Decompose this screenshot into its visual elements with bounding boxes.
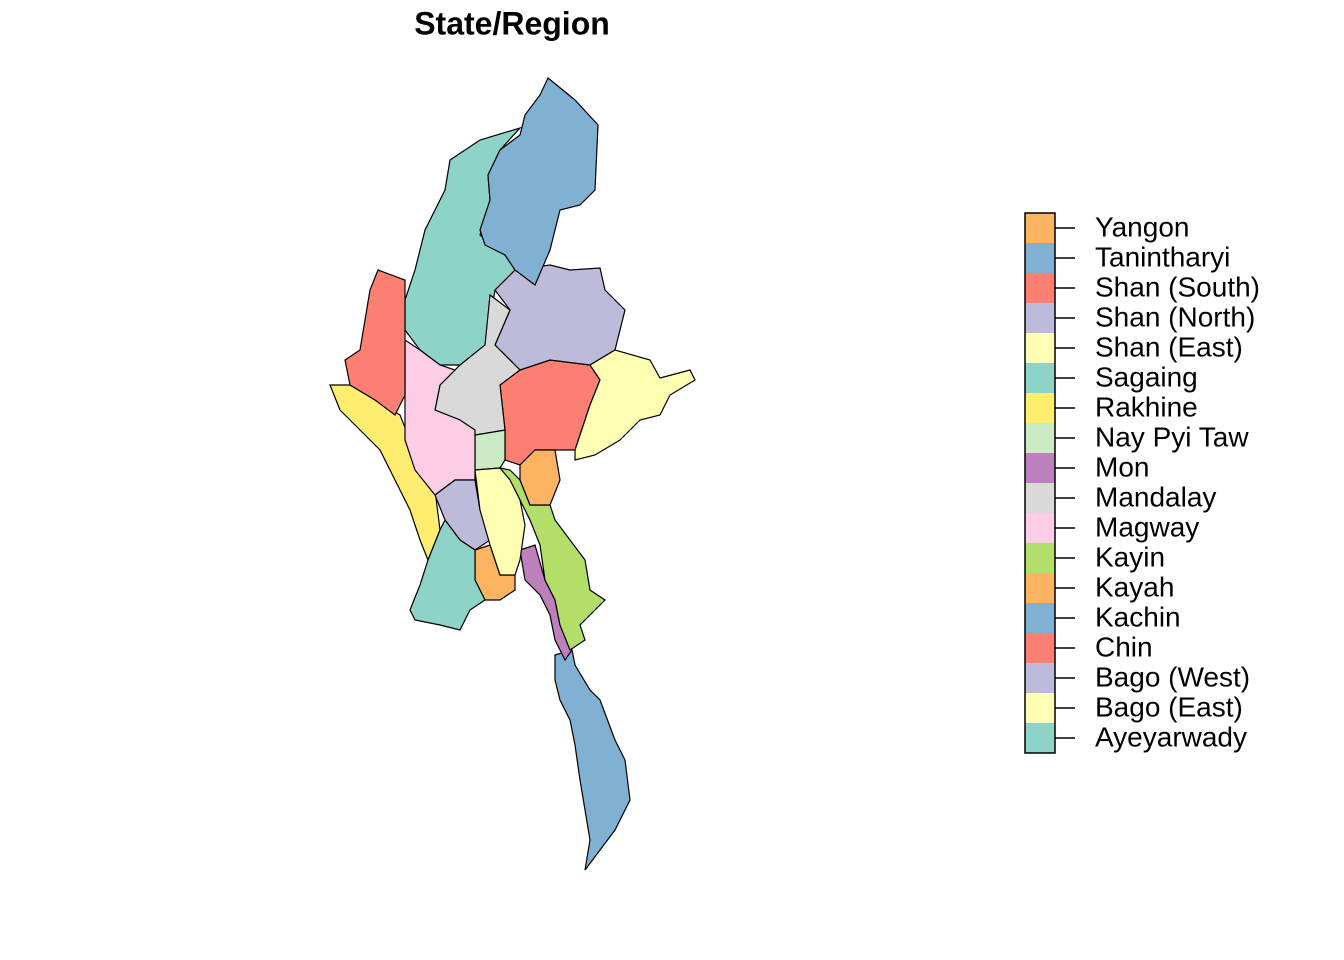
legend-label: Mandalay <box>1095 481 1216 512</box>
legend-label: Bago (East) <box>1095 691 1243 722</box>
legend-swatch <box>1025 723 1055 753</box>
legend-label: Ayeyarwady <box>1095 721 1247 752</box>
region <box>554 649 631 871</box>
legend-label: Chin <box>1095 631 1153 662</box>
legend-swatch <box>1025 393 1055 423</box>
region <box>479 77 599 286</box>
legend-label: Kachin <box>1095 601 1181 632</box>
legend-label: Yangon <box>1095 211 1189 242</box>
legend-swatch <box>1025 363 1055 393</box>
legend-swatch <box>1025 603 1055 633</box>
legend-label: Shan (East) <box>1095 331 1243 362</box>
legend-swatch <box>1025 543 1055 573</box>
region <box>494 264 626 371</box>
legend-label: Shan (South) <box>1095 271 1260 302</box>
legend-swatch <box>1025 663 1055 693</box>
region <box>474 467 526 576</box>
legend-label: Rakhine <box>1095 391 1198 422</box>
legend-swatch <box>1025 243 1055 273</box>
region <box>409 518 486 631</box>
legend-swatch <box>1025 423 1055 453</box>
legend-label: Tanintharyi <box>1095 241 1230 272</box>
region <box>474 429 506 471</box>
region <box>519 449 561 506</box>
region <box>574 349 696 461</box>
legend-label: Magway <box>1095 511 1199 542</box>
legend-swatch <box>1025 573 1055 603</box>
legend-swatch <box>1025 213 1055 243</box>
legend-swatch <box>1025 273 1055 303</box>
map-title: State/Region <box>414 5 610 41</box>
legend-label: Nay Pyi Taw <box>1095 421 1249 452</box>
region <box>404 338 476 496</box>
legend-swatch <box>1025 693 1055 723</box>
legend-label: Bago (West) <box>1095 661 1250 692</box>
legend-frame <box>1024 212 1056 754</box>
region <box>344 269 406 416</box>
legend-label: Kayah <box>1095 571 1174 602</box>
legend-swatch <box>1025 513 1055 543</box>
legend-swatch <box>1025 303 1055 333</box>
legend-swatch <box>1025 633 1055 663</box>
legend-label: Shan (North) <box>1095 301 1255 332</box>
legend-swatch <box>1025 483 1055 513</box>
legend-label: Kayin <box>1095 541 1165 572</box>
legend-label: Mon <box>1095 451 1149 482</box>
region <box>519 544 573 662</box>
legend-swatch <box>1025 333 1055 363</box>
legend-swatch <box>1025 453 1055 483</box>
legend-label: Sagaing <box>1095 361 1198 392</box>
